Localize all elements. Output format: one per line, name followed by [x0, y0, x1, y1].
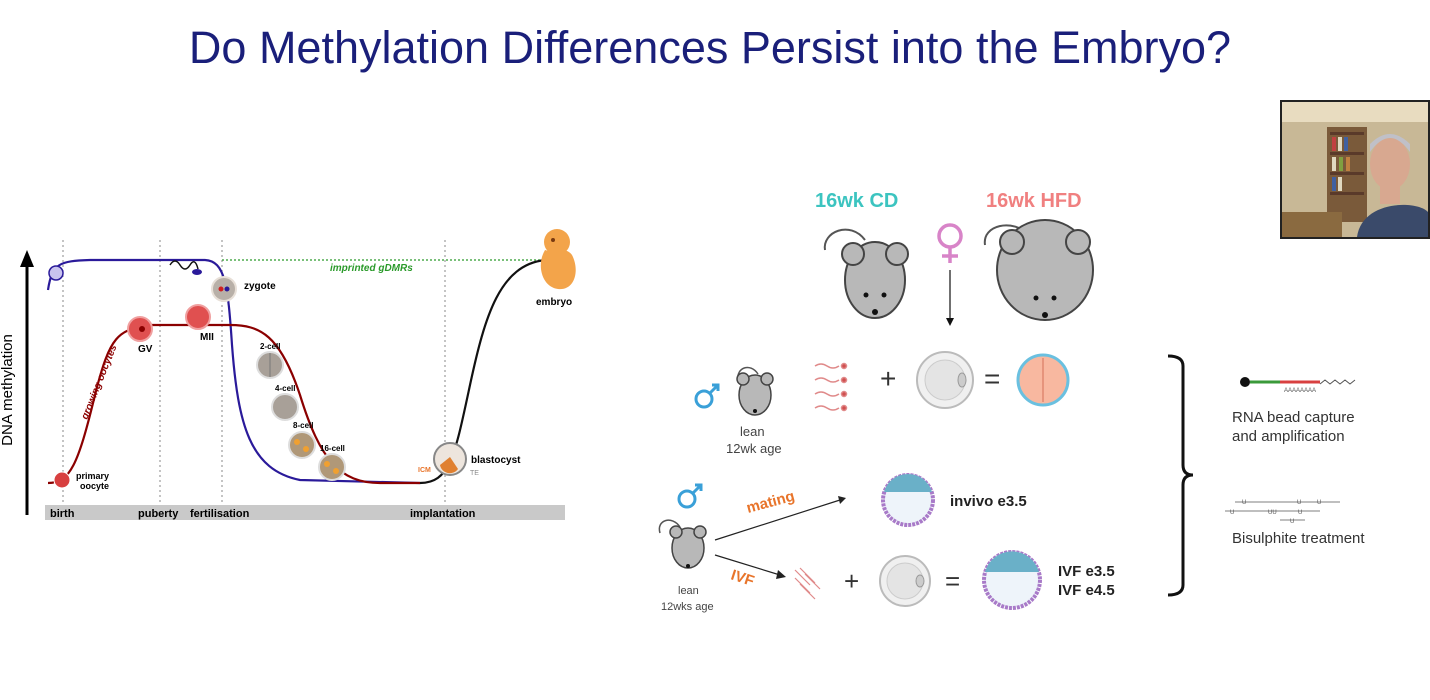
hfd-mouse-icon [983, 219, 1094, 321]
svg-text:AAAAAAAA: AAAAAAAA [1284, 388, 1316, 394]
svg-text:U: U [1242, 500, 1246, 506]
primary-oocyte-label: primary oocyte [76, 471, 109, 491]
cd-label: 16wk CD [815, 190, 898, 212]
sperm-tail-icon [169, 260, 199, 270]
rna-capture-label-2: and amplification [1232, 428, 1345, 445]
16-cell-blastomere [333, 468, 339, 474]
16-cell-blastomere [324, 461, 330, 467]
webcam-presenter-image [1282, 102, 1428, 237]
imprinted-label: imprinted gDMRs [330, 263, 413, 274]
timeline-birth: birth [50, 508, 75, 520]
ivf-arrow [714, 554, 781, 576]
mating-arrow [714, 499, 841, 541]
8-cell-label: 8-cell [293, 421, 313, 430]
svg-text:U: U [1297, 500, 1301, 506]
y-axis-label: DNA methylation [0, 334, 16, 446]
8-cell-blastomere [303, 446, 309, 452]
growing-oocytes-label: growing oocytes [79, 343, 120, 422]
rna-capture-label-1: RNA bead capture [1232, 409, 1355, 426]
grouping-bracket [1167, 354, 1194, 597]
ivf-arrowhead [776, 570, 786, 579]
gv-label: GV [138, 344, 153, 355]
invivo-label: invivo e3.5 [950, 493, 1027, 510]
methylation-timeline-diagram: DNA methylation birth puberty fertilisat… [0, 229, 576, 520]
lean-mouse-label-2: lean [678, 585, 699, 597]
svg-text:U: U [1298, 510, 1302, 516]
blastocyst-label: blastocyst [471, 455, 521, 466]
zygote-pronucleus-paternal [224, 286, 230, 292]
sperm-icon [814, 362, 848, 412]
hfd-label: 16wk HFD [986, 190, 1082, 212]
8-cell-blastomere [294, 439, 300, 445]
embryo-label: embryo [536, 297, 572, 308]
lean-mouse-age-1: 12wk age [726, 441, 782, 456]
oocyte-methylation-curve [47, 323, 420, 485]
invivo-blastocyst-icon [881, 473, 935, 527]
zygote-icon [211, 276, 237, 302]
2-cell-label: 2-cell [260, 342, 280, 351]
lean-mouse-label-1: lean [740, 424, 765, 439]
mating-arrowhead [838, 496, 846, 504]
4-cell-label: 4-cell [275, 384, 295, 393]
lean-mouse-age-2: 12wks age [661, 601, 714, 613]
primary-oocyte-label-line2: oocyte [80, 481, 109, 491]
bisulphite-icon [1225, 501, 1340, 521]
mii-oocyte-icon [185, 304, 211, 330]
svg-text:UU: UU [1268, 510, 1277, 516]
male-symbol-icon [677, 483, 703, 509]
bisulphite-label: Bisulphite treatment [1232, 530, 1365, 547]
cd-mouse-icon [823, 228, 909, 319]
lean-mouse-icon [736, 366, 774, 416]
sperm-head-icon [192, 269, 202, 275]
ivf-e35-label: IVF e3.5 [1058, 563, 1115, 580]
16-cell-label: 16-cell [320, 444, 345, 453]
sperm-cell-icon [48, 265, 64, 281]
oocyte-icon [879, 555, 931, 607]
down-arrowhead [946, 318, 954, 326]
svg-text:U: U [1317, 500, 1321, 506]
embryo-icon [540, 229, 576, 290]
y-axis-arrowhead [20, 250, 34, 267]
timeline-fertilisation: fertilisation [190, 508, 250, 520]
plus-sign: + [844, 566, 859, 596]
female-symbol-icon [937, 223, 963, 263]
fertilised-embryo-icon [1016, 353, 1070, 407]
oocyte-icon [916, 351, 974, 409]
ivf-label: IVF [729, 567, 756, 590]
te-label: TE [470, 470, 479, 477]
svg-text:U: U [1230, 510, 1234, 516]
timeline-puberty: puberty [138, 508, 179, 520]
gv-nucleus [139, 326, 145, 332]
8-cell-embryo-icon [288, 431, 316, 459]
mii-label: MII [200, 332, 214, 343]
timeline-implantation: implantation [410, 508, 476, 520]
equals-sign: = [984, 363, 1000, 394]
sperm-icon [794, 567, 821, 600]
equals-sign: = [945, 566, 960, 596]
plus-sign: + [880, 363, 896, 394]
zygote-pronucleus-maternal [218, 286, 224, 292]
slide-title: Do Methylation Differences Persist into … [188, 22, 1232, 73]
timeline-guides [62, 240, 446, 505]
icm-label: ICM [418, 467, 431, 474]
svg-text:U: U [1290, 519, 1294, 525]
paternal-methylation-curve [46, 258, 421, 485]
4-cell-embryo-icon [271, 393, 299, 421]
male-symbol-icon [694, 383, 720, 409]
primary-oocyte-icon [53, 471, 71, 489]
16-cell-embryo-icon [318, 453, 346, 481]
experimental-design-diagram: 16wk CD 16wk HFD [658, 190, 1365, 613]
ivf-blastocyst-icon [982, 550, 1042, 610]
icm-icon [440, 457, 458, 474]
webcam-video[interactable] [1280, 100, 1430, 239]
timeline-bar [45, 505, 565, 520]
lean-mouse-icon [658, 519, 707, 569]
rna-bead-capture-icon: AAAAAAAA [1240, 377, 1356, 394]
mating-label: mating [745, 488, 797, 517]
zygote-label: zygote [244, 281, 276, 292]
ivf-e45-label: IVF e4.5 [1058, 582, 1115, 599]
